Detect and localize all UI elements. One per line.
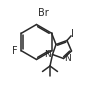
Text: N: N [44, 50, 51, 59]
Text: Br: Br [38, 8, 49, 18]
Text: F: F [12, 46, 18, 56]
Text: N: N [65, 54, 71, 63]
Text: I: I [71, 29, 74, 39]
